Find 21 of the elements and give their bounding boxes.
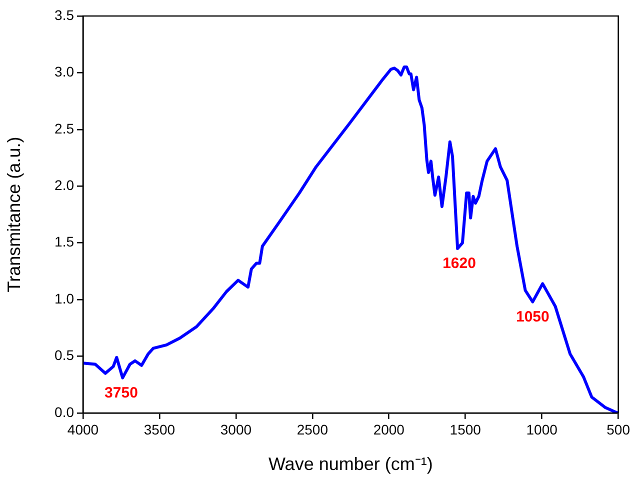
y-tick-label: 0.0 [54,404,74,420]
x-tick-label: 2500 [296,421,328,438]
y-tick-label: 1.5 [54,234,74,250]
y-tick-label: 2.5 [54,120,74,136]
y-tick-label: 0.5 [54,347,74,364]
x-tick-label: 500 [606,421,630,438]
x-tick-label: 4000 [67,421,99,438]
y-axis-title: Transmitance (a.u.) [4,136,24,292]
annotation: 1620 [442,255,476,272]
y-tick-label: 3.5 [54,6,74,23]
y-tick-label: 3.0 [54,64,74,80]
x-tick-label: 2000 [373,421,405,438]
annotation: 3750 [104,384,138,402]
x-tick-label: 1000 [526,421,558,438]
y-tick-label: 2.0 [54,177,74,193]
x-tick-label: 3500 [144,421,176,438]
x-tick-label: 1500 [450,421,482,438]
x-axis-title: Wave number (cm⁻¹) [268,454,433,474]
y-tick-label: 1.0 [54,290,74,306]
annotation: 1050 [516,308,550,326]
x-tick-label: 3000 [220,421,252,438]
